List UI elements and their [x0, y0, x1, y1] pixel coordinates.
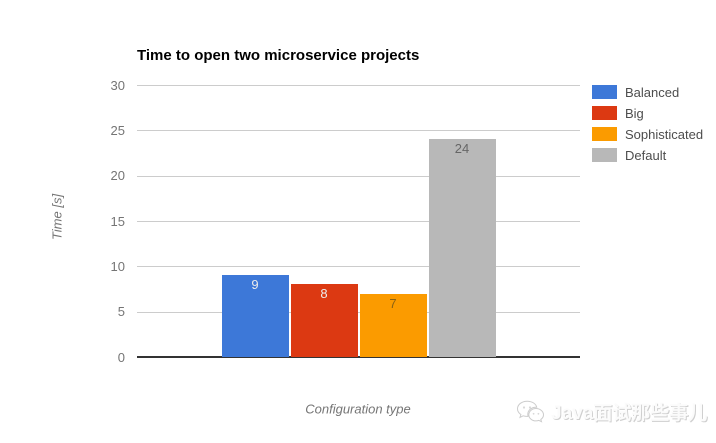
y-axis-title: Time [s] — [49, 193, 65, 241]
bar-value-label: 7 — [389, 295, 397, 311]
legend-swatch-icon — [592, 85, 617, 99]
bar-value-label: 8 — [320, 286, 328, 302]
legend-swatch-icon — [592, 148, 617, 162]
legend-item-sophisticated[interactable]: Sophisticated — [592, 126, 704, 142]
gridline-y-30 — [137, 85, 580, 86]
legend-item-balanced[interactable]: Balanced — [592, 84, 703, 100]
bar-value-label: 9 — [251, 277, 259, 293]
y-tick-label-0: 0 — [117, 349, 125, 365]
legend-label: Balanced — [625, 84, 680, 100]
legend-swatch-icon — [592, 106, 617, 120]
gridline-y-25 — [137, 130, 580, 132]
y-tick-label-20: 20 — [110, 168, 125, 184]
legend-item-default[interactable]: Default — [592, 147, 703, 163]
legend: Balanced Big Sophisticated Default — [592, 85, 703, 169]
y-tick-label-10: 10 — [110, 258, 125, 274]
bar-sophisticated[interactable]: 7 — [359, 293, 427, 357]
gridline-y-5 — [137, 311, 580, 313]
watermark-text: Java面试那些事儿 — [551, 403, 708, 424]
x-axis-baseline — [137, 356, 580, 358]
gridline-y-10 — [137, 266, 580, 268]
bar-default[interactable]: 24 — [428, 139, 496, 357]
bar-value-label: 24 — [454, 141, 470, 157]
bar-balanced[interactable]: 9 — [221, 275, 289, 357]
legend-label: Big — [625, 105, 644, 121]
gridline-y-15 — [137, 221, 580, 222]
y-tick-label-30: 30 — [110, 77, 125, 93]
legend-label: Default — [625, 147, 667, 163]
gridline-y-20 — [137, 175, 580, 177]
y-tick-label-5: 5 — [117, 304, 125, 320]
legend-swatch-icon — [592, 127, 617, 141]
x-axis-title: Configuration type — [305, 401, 411, 417]
watermark: Java面试那些事儿 — [516, 398, 707, 425]
chart-title: Time to open two microservice projects — [137, 47, 420, 64]
bar-big[interactable]: 8 — [290, 284, 358, 357]
wechat-icon — [516, 400, 544, 423]
y-tick-label-25: 25 — [110, 122, 125, 138]
plot-area: 0 5 10 15 20 25 30 9 8 7 24 — [111, 79, 580, 364]
y-tick-label-15: 15 — [110, 213, 125, 229]
legend-label: Sophisticated — [625, 126, 704, 142]
legend-item-big[interactable]: Big — [592, 105, 703, 121]
